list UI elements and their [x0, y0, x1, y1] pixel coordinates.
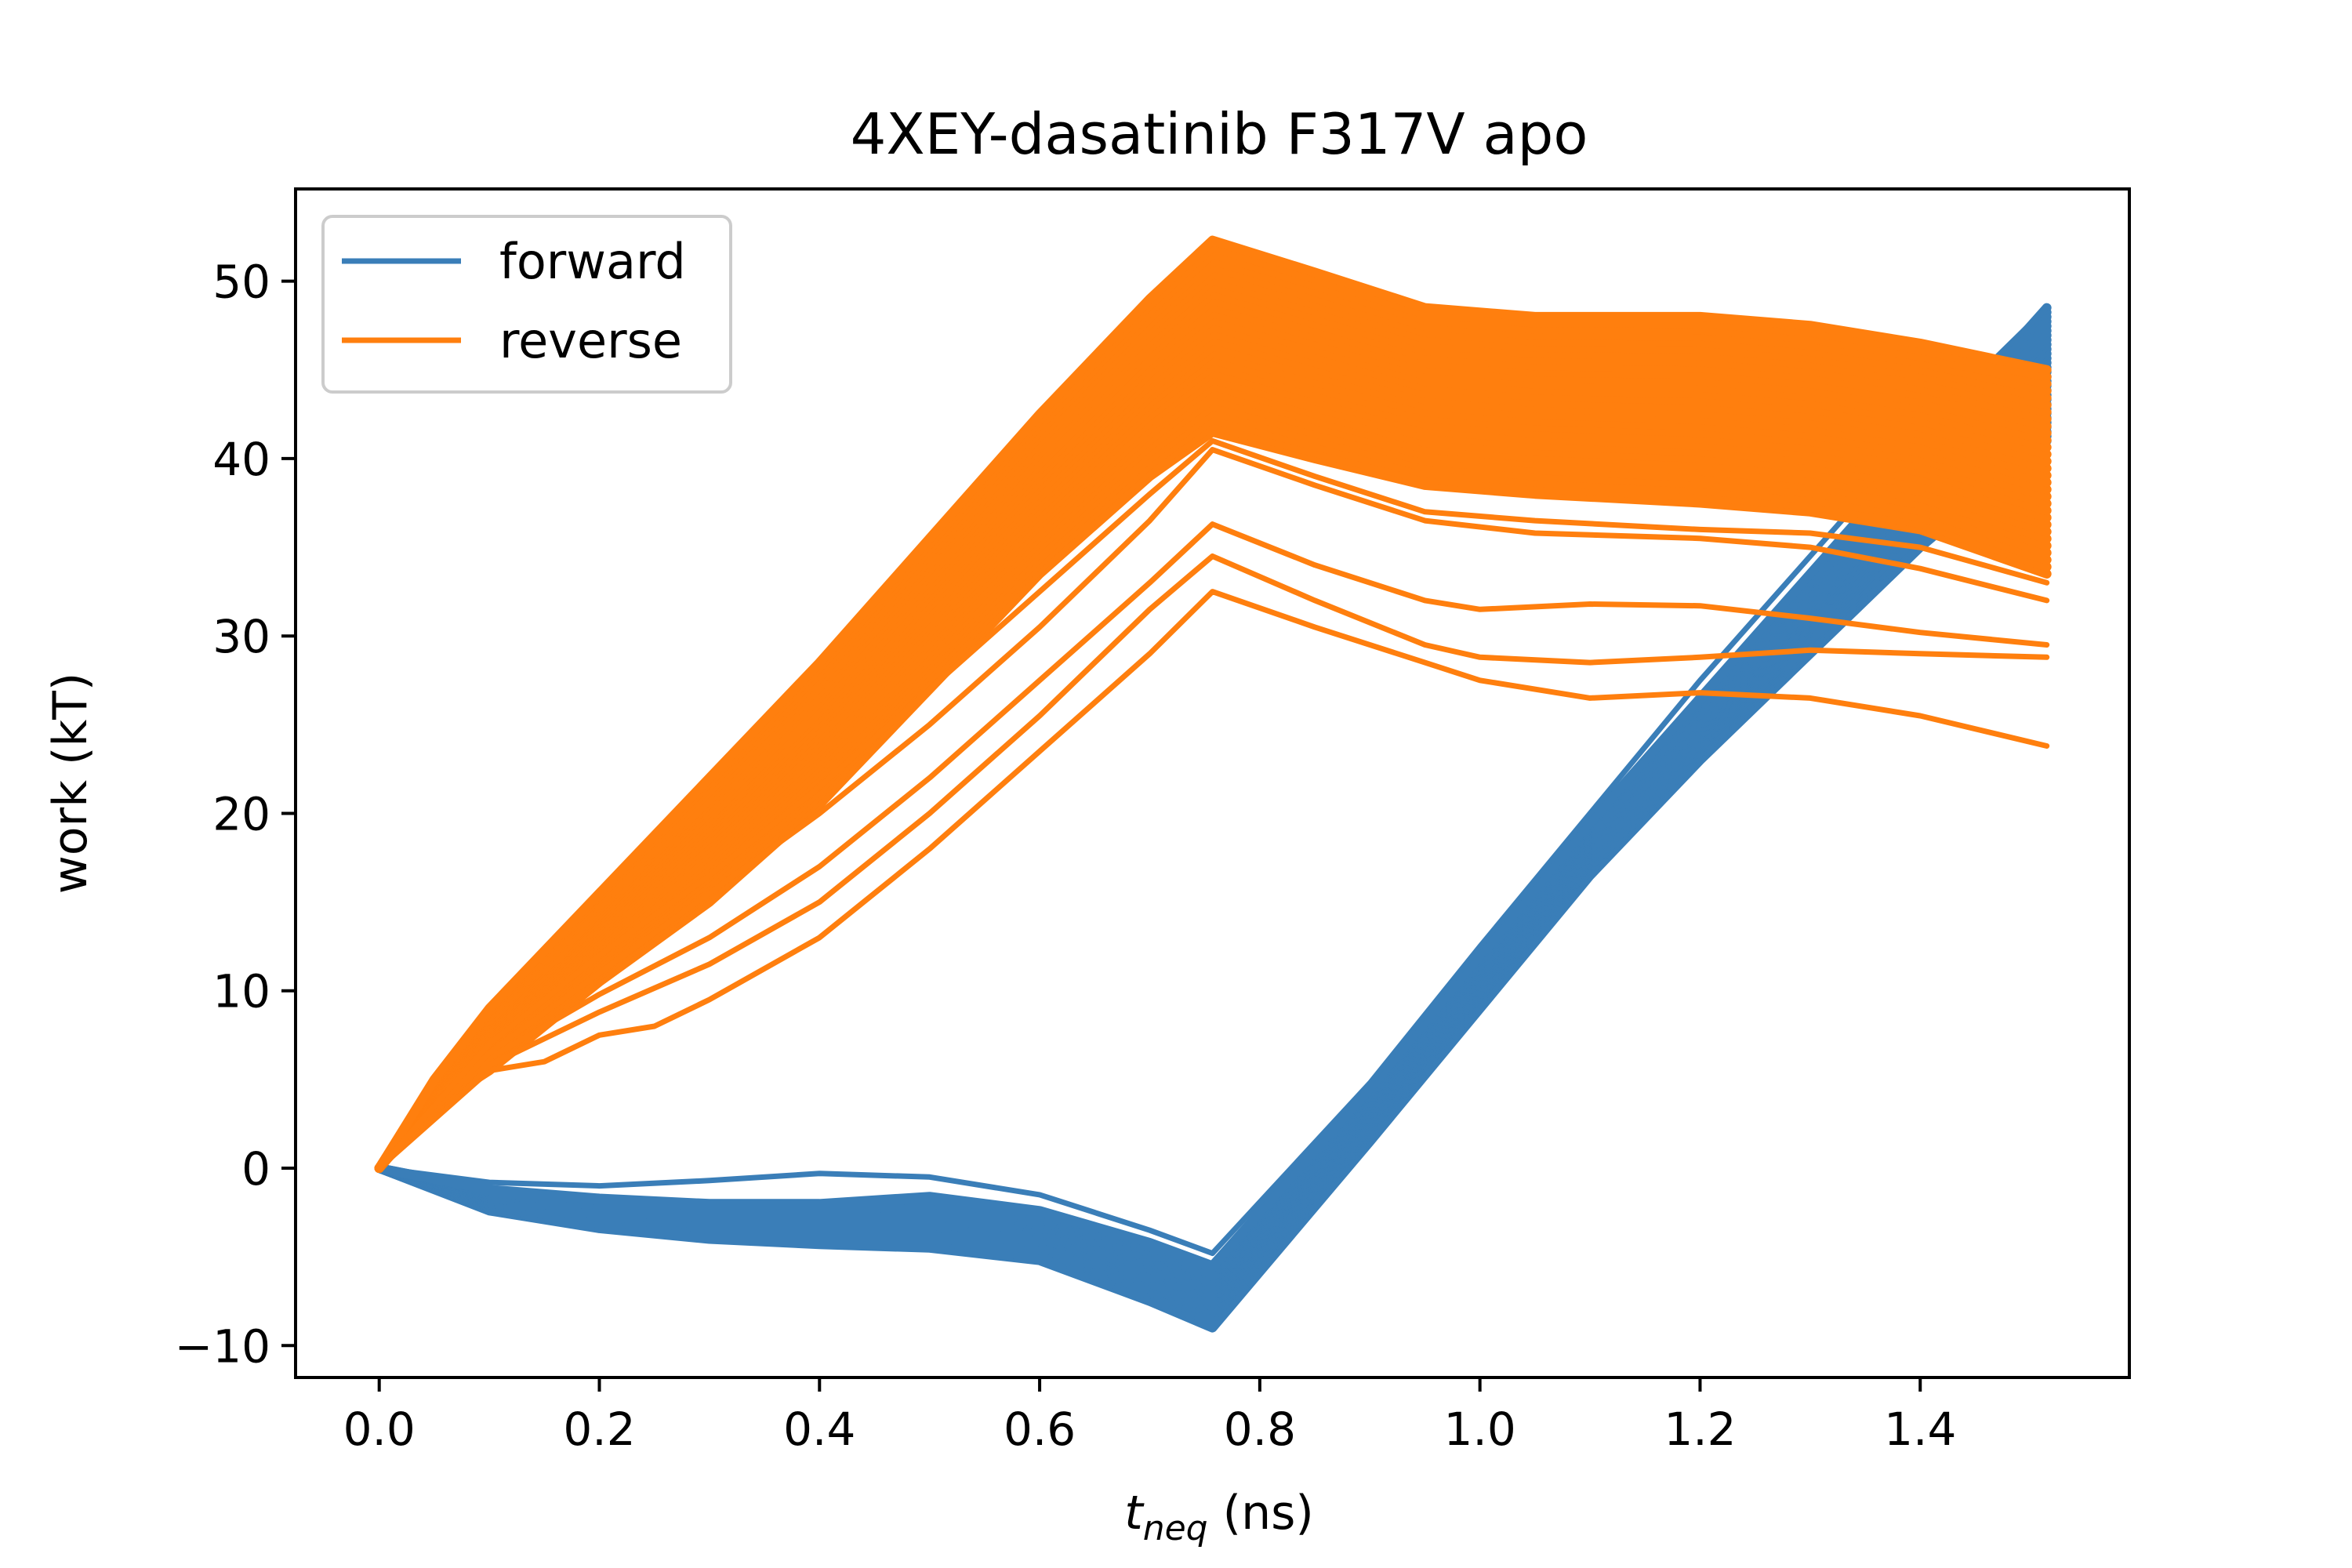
series-forward — [374, 303, 2052, 1333]
reverse-outlier-line — [376, 553, 2050, 1171]
x-axis-label-symbol: t — [1124, 1486, 1145, 1541]
y-tick-label: 30 — [212, 610, 270, 663]
x-tick-label: 0.0 — [343, 1403, 416, 1456]
y-axis-label: work (kT) — [43, 673, 98, 894]
y-tick-label: 20 — [212, 787, 270, 840]
x-tick-label: 0.2 — [563, 1403, 635, 1456]
reverse-outlier-line — [376, 521, 2050, 1171]
legend-label-reverse: reverse — [499, 312, 682, 369]
x-axis-label: tneq (ns) — [1124, 1486, 1314, 1548]
forward-trajectory-line — [374, 303, 2052, 1271]
reverse-outlier-line — [376, 589, 2050, 1171]
chart-title: 4XEY-dasatinib F317V apo — [851, 101, 1588, 167]
reverse-outlier-line — [376, 437, 2050, 1171]
y-tick-label: 50 — [212, 256, 270, 309]
series-reverse — [374, 235, 2052, 1173]
y-tick-label: −10 — [175, 1319, 270, 1373]
x-tick-label: 0.4 — [783, 1403, 855, 1456]
y-tick-label: 0 — [241, 1142, 270, 1196]
plot-frame — [294, 187, 2131, 1379]
legend-label-forward: forward — [499, 233, 686, 290]
forward-outlier-line — [376, 305, 2050, 1257]
x-axis: 0.0 0.2 0.4 0.6 0.8 1.0 1.2 1.4 — [343, 1377, 1956, 1456]
x-tick-label: 0.6 — [1004, 1403, 1076, 1456]
x-axis-label-unit: (ns) — [1208, 1486, 1314, 1541]
x-axis-label-subscript: neq — [1143, 1508, 1208, 1548]
y-tick-label: 10 — [212, 965, 270, 1018]
legend: forward reverse — [321, 215, 732, 394]
x-tick-label: 1.4 — [1884, 1403, 1956, 1456]
reverse-trajectory-line — [374, 235, 2052, 1173]
x-tick-label: 1.0 — [1444, 1403, 1516, 1456]
plot-data — [374, 235, 2052, 1333]
x-tick-label: 0.8 — [1224, 1403, 1296, 1456]
y-axis: −10 0 10 20 30 40 50 — [175, 256, 296, 1373]
reverse-outlier-line — [376, 447, 2050, 1171]
y-tick-label: 40 — [212, 433, 270, 486]
x-tick-label: 1.2 — [1664, 1403, 1736, 1456]
